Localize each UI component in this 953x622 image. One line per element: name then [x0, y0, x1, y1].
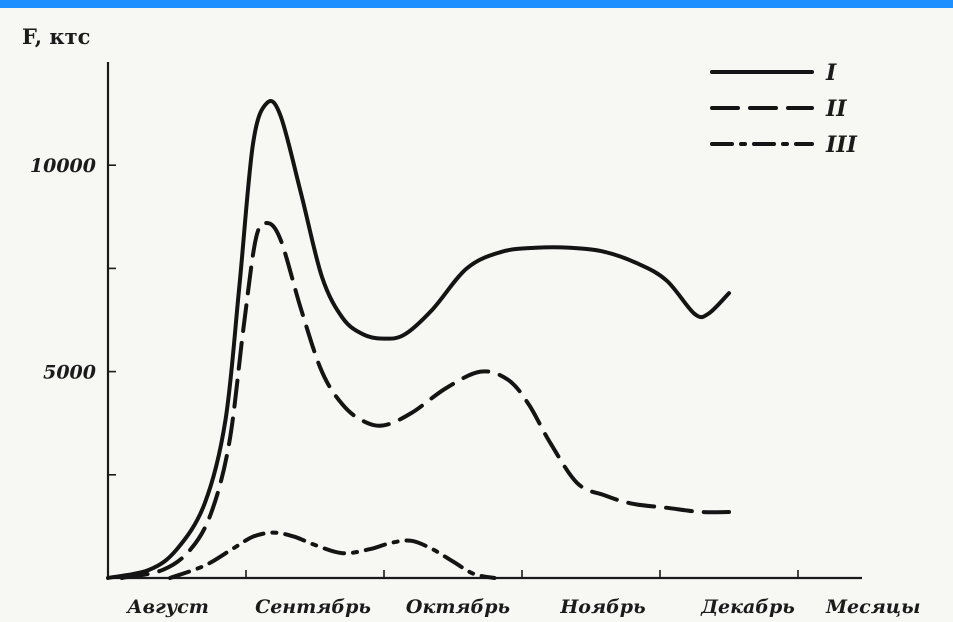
y-tick-label: 10000	[30, 155, 96, 177]
legend-label-I: I	[825, 60, 837, 86]
x-tick-label: Октябрь	[406, 596, 510, 618]
x-tick-label: Сентябрь	[255, 596, 371, 618]
legend-label-III: III	[825, 132, 858, 158]
y-axis-title: F, ктс	[22, 24, 90, 49]
x-tick-label: Август	[125, 596, 209, 618]
top-accent-bar	[0, 0, 953, 8]
series-line-II	[119, 220, 731, 580]
x-tick-label: Ноябрь	[559, 596, 645, 618]
series-line-I	[106, 99, 731, 580]
series-line-III	[168, 530, 497, 580]
y-tick-label: 5000	[43, 362, 96, 384]
x-tick-label: Декабрь	[700, 596, 795, 618]
legend-label-II: II	[825, 96, 847, 122]
x-axis-title: Месяцы	[825, 596, 920, 618]
